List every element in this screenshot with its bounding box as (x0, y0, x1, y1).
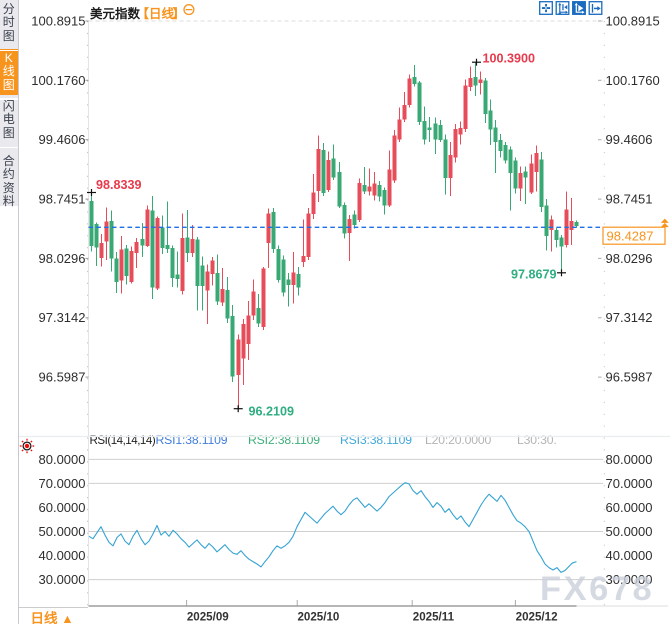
svg-text:96.5987: 96.5987 (606, 370, 653, 385)
svg-text:100.8915: 100.8915 (606, 13, 660, 28)
svg-text:2025/11: 2025/11 (413, 611, 455, 624)
svg-text:60.0000: 60.0000 (39, 500, 86, 515)
svg-text:80.0000: 80.0000 (39, 452, 86, 467)
svg-text:RSI(14,14,14): RSI(14,14,14) (90, 434, 156, 447)
svg-text:70.0000: 70.0000 (39, 476, 86, 491)
svg-text:50.0000: 50.0000 (606, 524, 653, 539)
svg-text:40.0000: 40.0000 (39, 548, 86, 563)
svg-text:2025/12: 2025/12 (516, 611, 558, 624)
svg-text:96.5987: 96.5987 (39, 370, 86, 385)
svg-text:70.0000: 70.0000 (606, 476, 653, 491)
svg-text:60.0000: 60.0000 (606, 500, 653, 515)
svg-text:98.0296: 98.0296 (606, 251, 653, 266)
svg-text:L30:30.: L30:30. (517, 433, 557, 447)
svg-text:99.4606: 99.4606 (39, 132, 86, 147)
svg-text:100.3900: 100.3900 (483, 52, 536, 66)
svg-text:RSI3:38.1109: RSI3:38.1109 (340, 433, 412, 447)
svg-text:98.0296: 98.0296 (39, 251, 86, 266)
svg-text:FX678: FX678 (540, 570, 654, 608)
svg-text:98.7451: 98.7451 (606, 192, 653, 207)
svg-text:40.0000: 40.0000 (606, 548, 653, 563)
svg-text:2025/10: 2025/10 (297, 611, 339, 624)
svg-text:50.0000: 50.0000 (39, 524, 86, 539)
svg-text:100.8915: 100.8915 (31, 13, 85, 28)
svg-text:99.4606: 99.4606 (606, 132, 653, 147)
svg-text:30.0000: 30.0000 (39, 572, 86, 587)
svg-text:80.0000: 80.0000 (606, 452, 653, 467)
svg-text:98.4287: 98.4287 (607, 229, 654, 244)
svg-text:30.0000: 30.0000 (606, 572, 653, 587)
svg-text:2025/09: 2025/09 (187, 611, 229, 624)
svg-text:98.7451: 98.7451 (39, 192, 86, 207)
svg-text:97.3142: 97.3142 (606, 310, 653, 325)
svg-text:RSI2:38.1109: RSI2:38.1109 (248, 433, 320, 447)
svg-text:L20:20.0000: L20:20.0000 (425, 433, 491, 447)
svg-text:100.1760: 100.1760 (31, 73, 85, 88)
svg-text:97.8679: 97.8679 (511, 268, 557, 282)
svg-text:RSI1:38.1109: RSI1:38.1109 (156, 433, 228, 447)
svg-text:97.3142: 97.3142 (39, 310, 86, 325)
svg-text:98.8339: 98.8339 (96, 178, 142, 192)
svg-text:96.2109: 96.2109 (249, 405, 295, 419)
svg-text:100.1760: 100.1760 (606, 73, 660, 88)
